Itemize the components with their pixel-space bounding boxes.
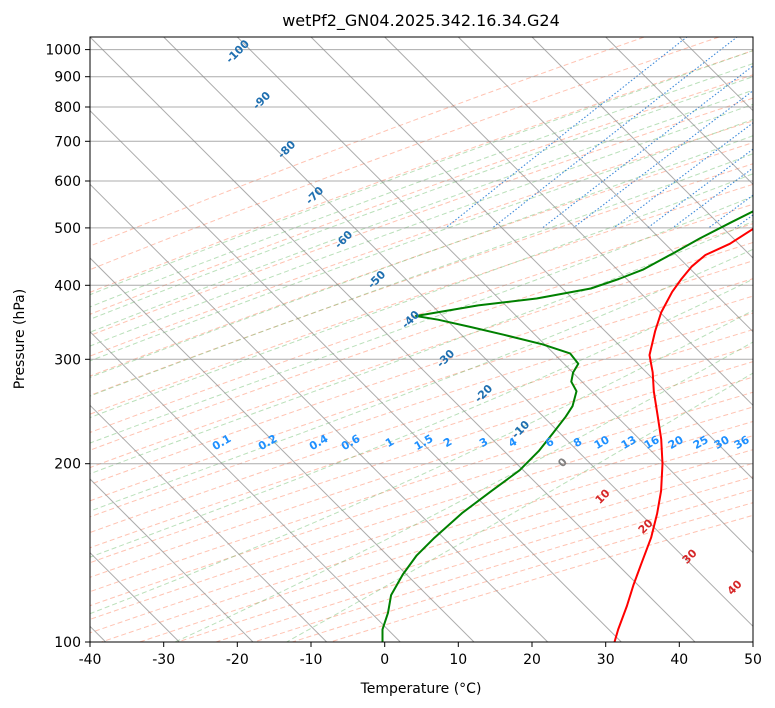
y-tick-label: 1000 <box>45 43 81 59</box>
chart-title: wetPf2_GN04.2025.342.16.34.G24 <box>282 11 560 31</box>
x-axis: -40 -30 -20 -10 0 10 20 30 40 50 <box>79 642 762 668</box>
y-tick-label: 400 <box>54 278 81 294</box>
moist-adiabat-line <box>90 103 753 347</box>
x-tick-label: 50 <box>744 652 762 668</box>
skewed-isotherm-line <box>236 37 753 554</box>
skewed-isotherm-line <box>90 478 254 642</box>
dry-adiabat-line <box>90 142 753 377</box>
mixing-ratio-line <box>542 65 753 229</box>
moist-adiabat-line <box>90 63 753 308</box>
y-tick-label: 200 <box>54 457 81 473</box>
dry-adiabat-line <box>90 97 753 337</box>
skewed-isotherm-line <box>384 37 753 407</box>
series-group <box>381 210 753 642</box>
mixing-ratio-line <box>492 37 738 229</box>
dry-adiabat-line <box>90 241 753 469</box>
skewed-isotherm-line <box>531 37 753 259</box>
mixing-ratio-line <box>445 37 688 229</box>
x-tick-label: -30 <box>152 652 175 668</box>
mixing-ratio-line <box>613 122 753 229</box>
dewpoint-profile-line <box>381 210 753 642</box>
skewed-isotherm-line <box>163 37 753 628</box>
plot-frame <box>89 36 754 643</box>
dry-adiabat-line <box>90 74 753 315</box>
skewed-isotherm-line <box>90 37 696 642</box>
moist-adiabat-line <box>90 118 753 362</box>
x-tick-label: 0 <box>380 652 389 668</box>
y-tick-label: 700 <box>54 134 81 150</box>
y-tick-label: 300 <box>54 352 81 368</box>
temperature-profile-line <box>613 227 753 642</box>
y-tick-label: 900 <box>54 70 81 86</box>
dry-adiabat-line <box>90 295 753 518</box>
x-axis-title: Temperature (°C) <box>360 681 482 697</box>
x-tick-label: -10 <box>300 652 323 668</box>
skewed-isotherm-line <box>90 404 328 642</box>
dry-adiabat-line <box>90 312 753 534</box>
moist-adiabat-line <box>90 278 753 558</box>
moist-adiabat-line <box>90 76 753 320</box>
dry-adiabat-line <box>90 183 753 415</box>
dry-adiabat-line <box>90 260 753 485</box>
skewed-isotherm-line <box>605 37 753 186</box>
y-tick-label: 500 <box>54 221 81 237</box>
background-lines <box>90 37 753 642</box>
skewed-isotherm-line <box>90 330 401 642</box>
x-tick-label: 40 <box>670 652 688 668</box>
x-tick-label: -20 <box>226 652 249 668</box>
x-tick-label: 10 <box>449 652 467 668</box>
skewed-isotherm-line <box>457 37 753 333</box>
grid <box>90 37 753 642</box>
y-tick-label: 100 <box>54 635 81 651</box>
skewed-isotherm-line <box>310 37 753 480</box>
dry-adiabat-line <box>90 278 753 502</box>
x-tick-label: 30 <box>597 652 615 668</box>
y-tick-label: 800 <box>54 100 81 116</box>
x-tick-label: -40 <box>79 652 102 668</box>
dry-adiabat-line <box>90 203 753 433</box>
moist-adiabat-line <box>90 173 753 419</box>
skewed-isotherm-line <box>90 109 622 642</box>
skewed-isotherm-line <box>90 183 549 642</box>
dry-adiabat-line <box>90 223 753 451</box>
y-axis: 100 200 300 400 500 600 700 800 900 1000 <box>45 43 90 651</box>
mixing-ratio-line <box>572 90 753 229</box>
y-tick-label: 600 <box>54 174 81 190</box>
x-tick-label: 20 <box>523 652 541 668</box>
y-axis-title: Pressure (hPa) <box>12 289 28 389</box>
skewed-isotherm-line <box>90 257 475 642</box>
